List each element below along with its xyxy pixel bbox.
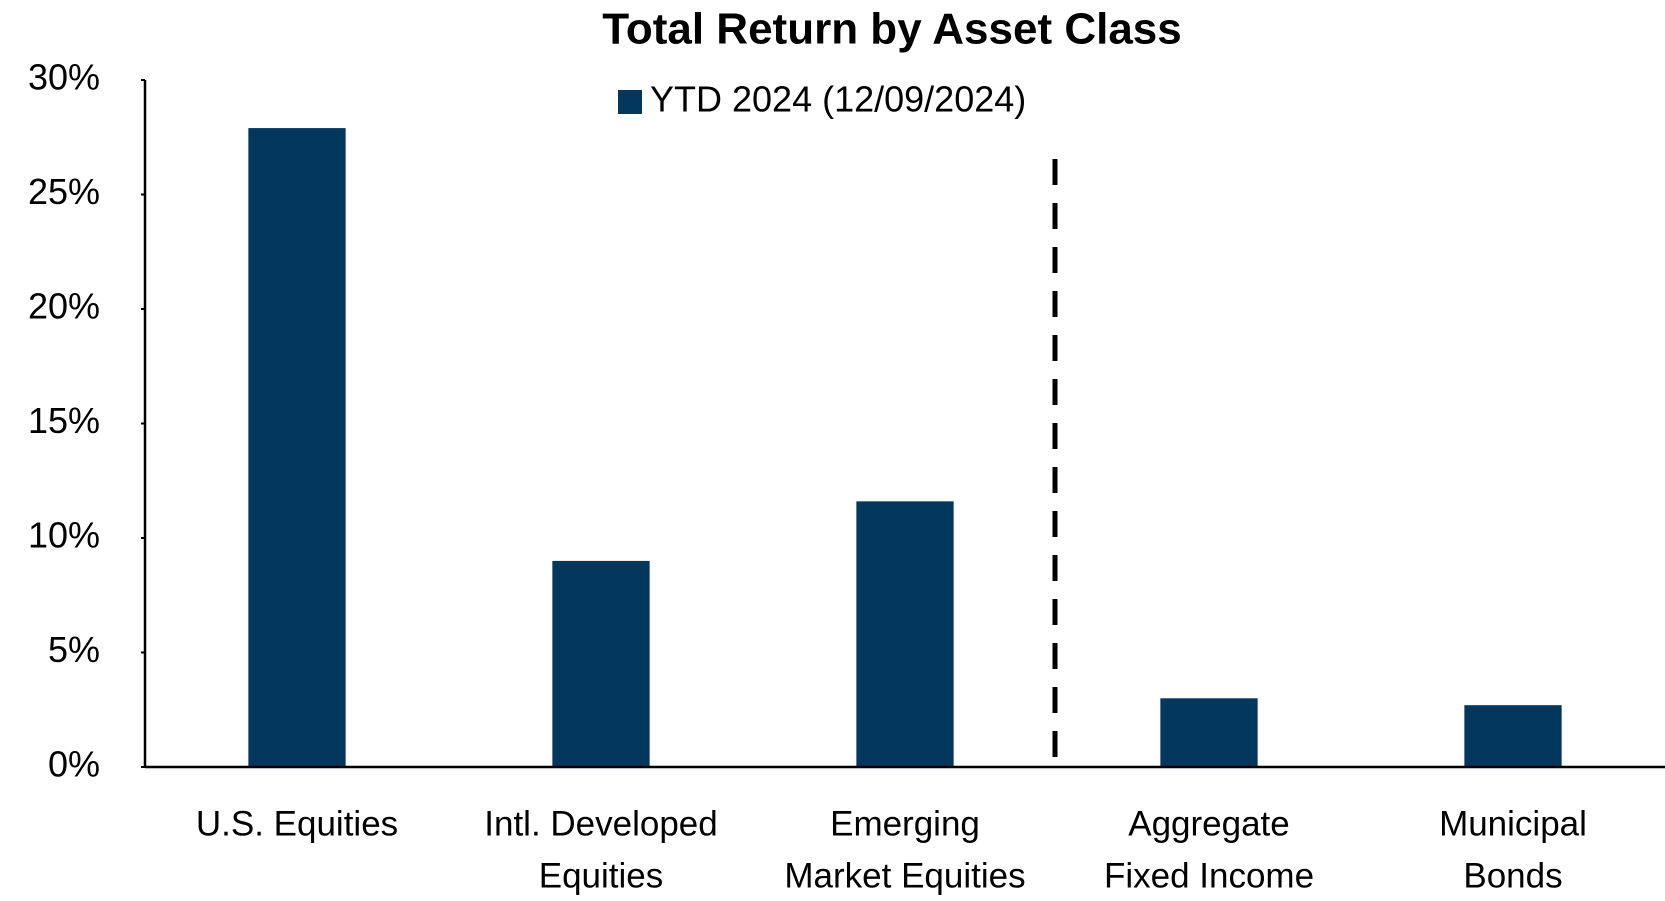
y-tick-label: 20%: [28, 286, 100, 327]
y-tick-label: 15%: [28, 400, 100, 441]
x-tick-label: U.S. Equities: [196, 804, 398, 843]
x-tick-label: Aggregate: [1128, 804, 1290, 843]
y-tick-label: 0%: [48, 744, 100, 785]
y-tick-label: 30%: [28, 57, 100, 98]
x-tick-label: Emerging: [830, 804, 980, 843]
y-tick-label: 5%: [48, 629, 100, 670]
x-tick-label: Market Equities: [784, 856, 1025, 895]
x-tick-label: Bonds: [1463, 856, 1562, 895]
x-tick-label: Municipal: [1439, 804, 1587, 843]
chart-title: Total Return by Asset Class: [602, 5, 1181, 54]
bar: [552, 560, 650, 767]
x-tick-label: Equities: [539, 856, 664, 895]
bar: [1160, 698, 1258, 767]
legend-swatch: [618, 90, 642, 114]
y-tick-label: 25%: [28, 171, 100, 212]
x-tick-label: Intl. Developed: [484, 804, 717, 843]
y-tick-label: 10%: [28, 515, 100, 556]
bar: [248, 128, 346, 768]
x-tick-label: Fixed Income: [1104, 856, 1314, 895]
legend-label: YTD 2024 (12/09/2024): [650, 79, 1026, 120]
bar: [1464, 705, 1562, 767]
bar: [856, 501, 954, 767]
